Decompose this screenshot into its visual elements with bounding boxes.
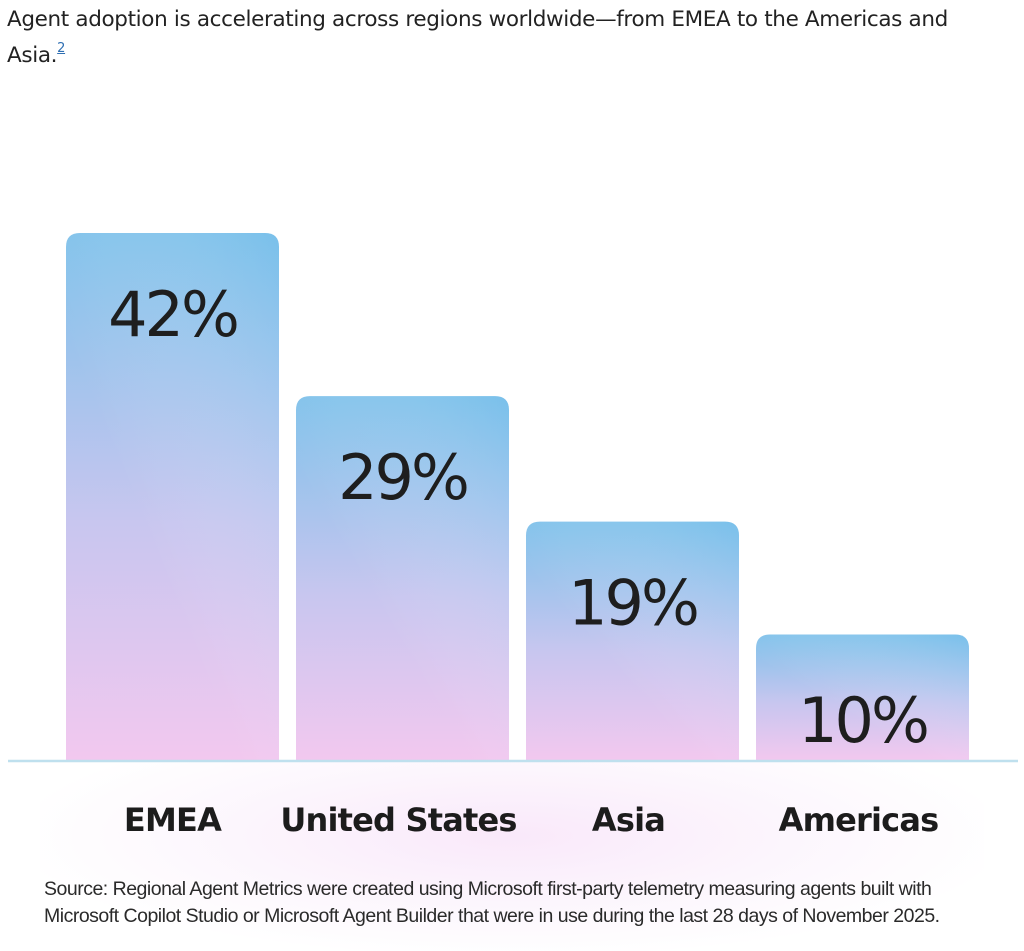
value-label: 42% [108,278,237,351]
intro-paragraph: Agent adoption is accelerating across re… [7,2,1007,74]
intro-text: Agent adoption is accelerating across re… [7,7,948,68]
bar-sheen [296,396,509,760]
category-label: United States [280,801,516,839]
footnote-superscript: 2 [57,41,65,56]
category-labels-group: EMEA United States Asia Americas [124,801,939,839]
category-label: Americas [779,801,939,839]
source-note: Source: Regional Agent Metrics were crea… [44,878,940,927]
bar-sheen [66,233,279,760]
value-label: 19% [568,567,697,640]
value-label: 10% [798,684,927,757]
category-label: EMEA [124,801,222,839]
regional-adoption-chart: 42% 29% 19% 10% EMEA United States Asia Americ… [8,233,1018,839]
category-label: Asia [592,801,665,839]
value-labels-group: 42% 29% 19% 10% [108,278,930,757]
footnote-link[interactable]: 2 [57,40,66,56]
bar-sheen [756,634,969,760]
adoption-figure: 42% 29% 19% 10% EMEA United States Asia Americ… [0,100,1024,951]
bar-sheen [526,521,739,760]
value-label: 29% [338,441,467,514]
bars-group [66,233,969,760]
